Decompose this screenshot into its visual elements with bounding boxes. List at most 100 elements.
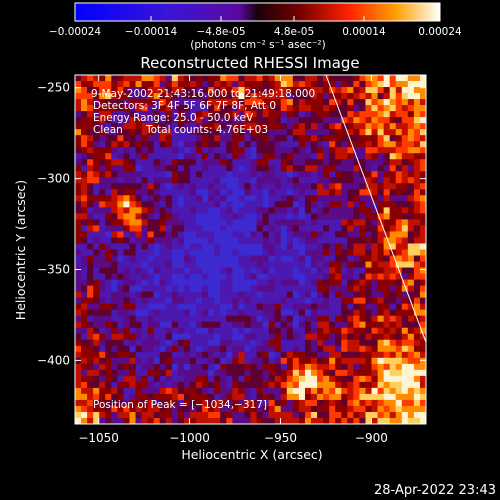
heatmap-cell [153, 273, 161, 280]
heatmap-cell [371, 75, 378, 82]
heatmap-cell [159, 201, 167, 208]
heatmap-cell [395, 393, 403, 401]
heatmap-cell [141, 309, 149, 317]
heatmap-cell [311, 333, 318, 341]
heatmap-cell [377, 147, 385, 154]
heatmap-cell [401, 201, 409, 208]
heatmap-cell [183, 207, 191, 214]
heatmap-cell [105, 207, 112, 214]
heatmap-cell [335, 123, 342, 130]
heatmap-cell [262, 87, 270, 94]
heatmap-cell [353, 249, 360, 256]
heatmap-cell [359, 75, 366, 82]
heatmap-cell [371, 273, 378, 280]
heatmap-cell [141, 381, 149, 389]
heatmap-cell [93, 225, 100, 232]
heatmap-cell [153, 231, 161, 238]
heatmap-cell [359, 357, 366, 365]
heatmap-cell [323, 399, 330, 407]
heatmap-cell [298, 201, 306, 208]
heatmap-cell [226, 93, 233, 100]
heatmap-cell [304, 381, 312, 389]
heatmap-cell [171, 87, 179, 94]
heatmap-cell [81, 303, 88, 311]
heatmap-cell [81, 387, 88, 395]
heatmap-cell [407, 195, 415, 202]
heatmap-cell [153, 249, 161, 256]
heatmap-cell [365, 339, 372, 347]
heatmap-cell [329, 105, 336, 112]
heatmap-cell [208, 333, 215, 341]
heatmap-cell [123, 375, 130, 383]
x-tick-label: −950 [264, 431, 297, 445]
heatmap-cell [177, 417, 185, 424]
heatmap-cell [129, 111, 136, 118]
heatmap-cell [353, 411, 360, 419]
heatmap-cell [383, 387, 391, 395]
heatmap-cell [183, 405, 191, 413]
x-tick-label: −1000 [169, 431, 210, 445]
heatmap-cell [298, 369, 306, 377]
heatmap-cell [323, 267, 330, 274]
heatmap-cell [99, 369, 106, 377]
heatmap-cell [389, 81, 397, 88]
heatmap-cell [347, 393, 354, 401]
heatmap-cell [419, 201, 426, 208]
heatmap-cell [413, 189, 421, 196]
heatmap-cell [280, 315, 288, 323]
heatmap-cell [177, 141, 185, 148]
heatmap-cell [317, 399, 324, 407]
heatmap-cell [359, 177, 366, 184]
heatmap-cell [165, 297, 173, 305]
heatmap-cell [232, 315, 239, 323]
heatmap-cell [189, 189, 197, 196]
heatmap-cell [177, 201, 185, 208]
heatmap-cell [280, 399, 288, 407]
heatmap-cell [419, 219, 426, 226]
heatmap-cell [99, 339, 106, 347]
heatmap-cell [220, 177, 227, 184]
heatmap-cell [286, 399, 294, 407]
heatmap-cell [395, 249, 403, 256]
heatmap-cell [298, 129, 306, 136]
heatmap-cell [123, 399, 130, 407]
heatmap-cell [123, 219, 130, 226]
heatmap-cell [183, 357, 191, 365]
heatmap-cell [105, 297, 112, 305]
heatmap-cell [147, 321, 155, 329]
heatmap-cell [329, 153, 336, 160]
heatmap-cell [323, 117, 330, 124]
heatmap-cell [87, 333, 94, 341]
heatmap-cell [419, 309, 426, 317]
heatmap-cell [165, 111, 173, 118]
heatmap-cell [214, 195, 221, 202]
heatmap-cell [413, 177, 421, 184]
heatmap-cell [202, 315, 209, 323]
heatmap-cell [292, 177, 300, 184]
heatmap-cell [407, 279, 415, 287]
heatmap-cell [75, 177, 82, 184]
heatmap-cell [359, 315, 366, 323]
heatmap-cells [75, 75, 426, 424]
heatmap-cell [389, 207, 397, 214]
heatmap-cell [141, 345, 149, 353]
heatmap-cell [250, 225, 257, 232]
heatmap-cell [99, 213, 106, 220]
heatmap-cell [383, 315, 391, 323]
heatmap-cell [123, 141, 130, 148]
heatmap-cell [232, 333, 239, 341]
heatmap-cell [329, 195, 336, 202]
heatmap-cell [383, 75, 391, 82]
heatmap-cell [238, 87, 245, 94]
heatmap-cell [413, 321, 421, 329]
heatmap-cell [329, 363, 336, 371]
heatmap-cell [256, 75, 263, 82]
heatmap-cell [298, 219, 306, 226]
heatmap-cell [117, 159, 124, 166]
heatmap-cell [292, 237, 300, 244]
heatmap-cell [347, 243, 354, 250]
heatmap-cell [323, 129, 330, 136]
heatmap-cell [304, 273, 312, 280]
heatmap-cell [177, 297, 185, 305]
heatmap-cell [250, 189, 257, 196]
